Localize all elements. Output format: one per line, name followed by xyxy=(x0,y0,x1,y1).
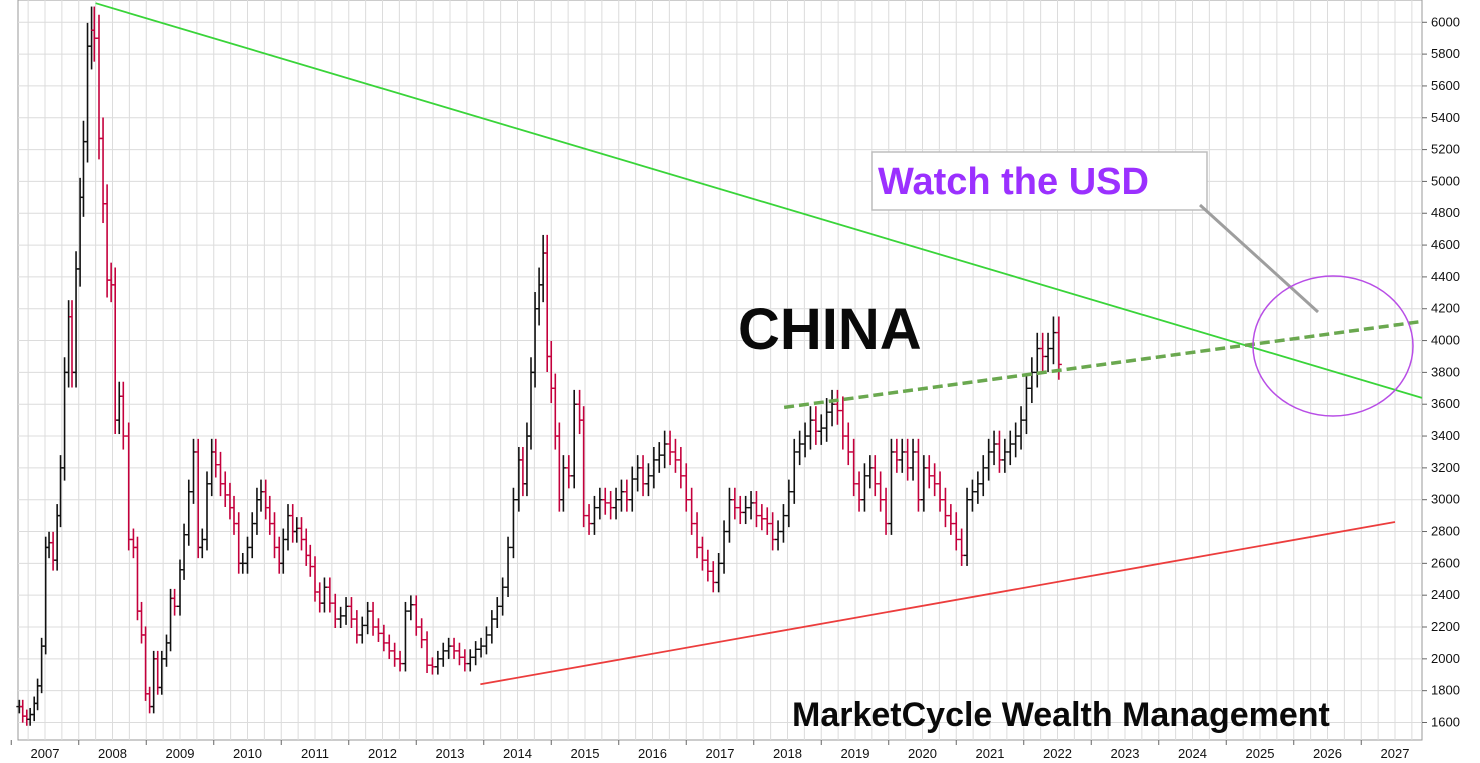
x-tick-label: 2023 xyxy=(1111,746,1140,761)
highlight-ellipse xyxy=(1252,275,1414,417)
y-tick-label: 5800 xyxy=(1431,46,1460,61)
x-tick-label: 2017 xyxy=(706,746,735,761)
y-tick-label: 3600 xyxy=(1431,396,1460,411)
x-tick-label: 2014 xyxy=(503,746,532,761)
x-tick-label: 2024 xyxy=(1178,746,1207,761)
y-tick-label: 5200 xyxy=(1431,142,1460,157)
y-tick-label: 2200 xyxy=(1431,619,1460,634)
y-tick-label: 2000 xyxy=(1431,651,1460,666)
x-tick-label: 2027 xyxy=(1381,746,1410,761)
x-tick-label: 2021 xyxy=(976,746,1005,761)
x-tick-label: 2020 xyxy=(908,746,937,761)
callout-text: Watch the USD xyxy=(878,161,1149,203)
x-tick-label: 2025 xyxy=(1246,746,1275,761)
x-tick-label: 2022 xyxy=(1043,746,1072,761)
y-tick-label: 5600 xyxy=(1431,78,1460,93)
y-tick-label: 6000 xyxy=(1431,14,1460,29)
y-tick-label: 5000 xyxy=(1431,173,1460,188)
callout-box xyxy=(871,151,1208,211)
x-tick-label: 2016 xyxy=(638,746,667,761)
y-tick-label: 2800 xyxy=(1431,524,1460,539)
watermark: MarketCycle Wealth Management xyxy=(792,696,1330,734)
x-tick-label: 2009 xyxy=(166,746,195,761)
channel-top-dashed-line xyxy=(783,319,1423,410)
x-axis: 2007 2008 2009 2010 2011 2012 2013 2014 2015 2016… xyxy=(10,740,1410,761)
x-tick-label: 2008 xyxy=(98,746,127,761)
y-tick-label: 4400 xyxy=(1431,269,1460,284)
y-axis: 1600 1800 2000 2200 2400 2600 2800 3000 3200 3400… xyxy=(1422,14,1460,729)
x-tick-label: 2019 xyxy=(841,746,870,761)
y-tick-label: 3000 xyxy=(1431,492,1460,507)
x-tick-label: 2010 xyxy=(233,746,262,761)
y-tick-label: 4800 xyxy=(1431,205,1460,220)
support-trendline xyxy=(480,521,1396,686)
y-tick-label: 4000 xyxy=(1431,333,1460,348)
y-tick-label: 2600 xyxy=(1431,555,1460,570)
y-tick-label: 2400 xyxy=(1431,587,1460,602)
y-tick-label: 3800 xyxy=(1431,364,1460,379)
y-tick-label: 1800 xyxy=(1431,683,1460,698)
x-tick-label: 2012 xyxy=(368,746,397,761)
trend-lines xyxy=(95,2,1423,686)
y-tick-label: 3400 xyxy=(1431,428,1460,443)
callout-pointer xyxy=(1198,203,1320,314)
price-bars xyxy=(16,6,1062,726)
x-tick-label: 2015 xyxy=(571,746,600,761)
x-tick-label: 2026 xyxy=(1313,746,1342,761)
x-tick-label: 2011 xyxy=(301,746,329,761)
annotations: Watch the USD CHINA MarketCycle Wealth M… xyxy=(738,151,1414,734)
x-tick-label: 2013 xyxy=(436,746,465,761)
subject-label: CHINA xyxy=(738,297,922,362)
y-tick-label: 1600 xyxy=(1431,714,1460,729)
x-tick-label: 2007 xyxy=(31,746,60,761)
y-tick-label: 5400 xyxy=(1431,110,1460,125)
resistance-trendline xyxy=(95,2,1423,399)
y-tick-label: 3200 xyxy=(1431,460,1460,475)
y-tick-label: 4200 xyxy=(1431,301,1460,316)
y-tick-label: 4600 xyxy=(1431,237,1460,252)
grid xyxy=(17,0,1423,741)
x-tick-label: 2018 xyxy=(773,746,802,761)
